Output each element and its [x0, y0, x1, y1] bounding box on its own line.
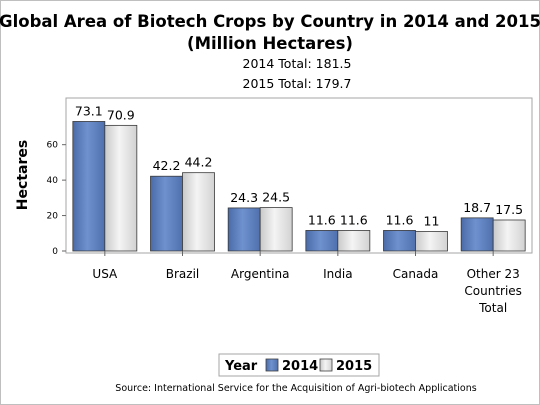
data-label-2014: 11.6 — [308, 212, 336, 227]
data-label-2014: 42.2 — [153, 158, 181, 173]
data-label-2014: 73.1 — [75, 103, 103, 118]
bar-2014-usa — [72, 121, 106, 252]
source-footnote: Source: International Service for the Ac… — [115, 383, 476, 394]
x-category-label: USA — [92, 267, 118, 281]
bar-2014-india — [305, 230, 339, 252]
bar-2015-brazil — [182, 172, 215, 252]
legend-label-2014: 2014 — [282, 359, 318, 374]
legend-label-2015: 2015 — [336, 359, 372, 374]
x-category-label: Argentina — [231, 267, 290, 281]
bar-2015-india — [337, 230, 371, 252]
x-category-label: Other 23 — [467, 267, 520, 281]
plot-area — [65, 97, 533, 254]
legend-title: Year — [224, 359, 258, 374]
legend-swatch-2015 — [319, 358, 333, 372]
subtitle-2014-total: 2014 Total: 181.5 — [243, 56, 352, 71]
x-category-label: Canada — [393, 267, 439, 281]
data-labels-group: 73.1 70.9 42.2 44.2 24.3 24.5 11.6 11.6 11.6 11 18… — [75, 103, 523, 228]
y-tick-label: 0 — [52, 247, 58, 257]
y-axis-label: Hectares — [15, 140, 31, 210]
legend-swatch-2014 — [265, 358, 279, 372]
x-axis-categories: USA Brazil Argentina India Canada Other 23 Cou… — [92, 251, 522, 315]
bar-2014-canada — [383, 230, 416, 252]
data-label-2014: 11.6 — [386, 212, 414, 227]
bar-2015-canada — [415, 231, 448, 252]
bar-2015-argentina — [259, 207, 293, 252]
y-tick-label: 60 — [47, 141, 59, 151]
x-category-label: Countries — [464, 284, 522, 298]
data-label-2015: 44.2 — [185, 155, 213, 170]
bar-2014-other-23-countries-total — [460, 217, 494, 252]
chart-title-line-1: Global Area of Biotech Crops by Country … — [0, 12, 540, 31]
subtitle-2015-total: 2015 Total: 179.7 — [243, 76, 352, 91]
bars-group — [72, 121, 526, 252]
data-label-2015: 17.5 — [495, 202, 523, 217]
x-category-label: India — [323, 267, 352, 281]
data-label-2015: 70.9 — [107, 107, 135, 122]
legend-box — [218, 353, 380, 377]
bar-2015-usa — [104, 124, 138, 252]
x-category-label: Total — [478, 301, 507, 315]
data-label-2015: 24.5 — [262, 190, 290, 205]
data-label-2015: 11 — [424, 214, 440, 229]
bar-2014-argentina — [227, 207, 261, 252]
data-label-2014: 24.3 — [230, 190, 258, 205]
y-axis-ticks: 0 20 40 60 — [47, 141, 66, 257]
y-tick-label: 20 — [47, 212, 59, 222]
data-label-2015: 11.6 — [340, 212, 368, 227]
data-label-2014: 18.7 — [463, 200, 491, 215]
y-tick-label: 40 — [47, 176, 59, 186]
x-category-label: Brazil — [166, 267, 200, 281]
chart-title-line-2: (Million Hectares) — [187, 34, 353, 53]
bar-2014-brazil — [150, 175, 183, 252]
bar-2015-other-23-countries-total — [492, 219, 526, 252]
